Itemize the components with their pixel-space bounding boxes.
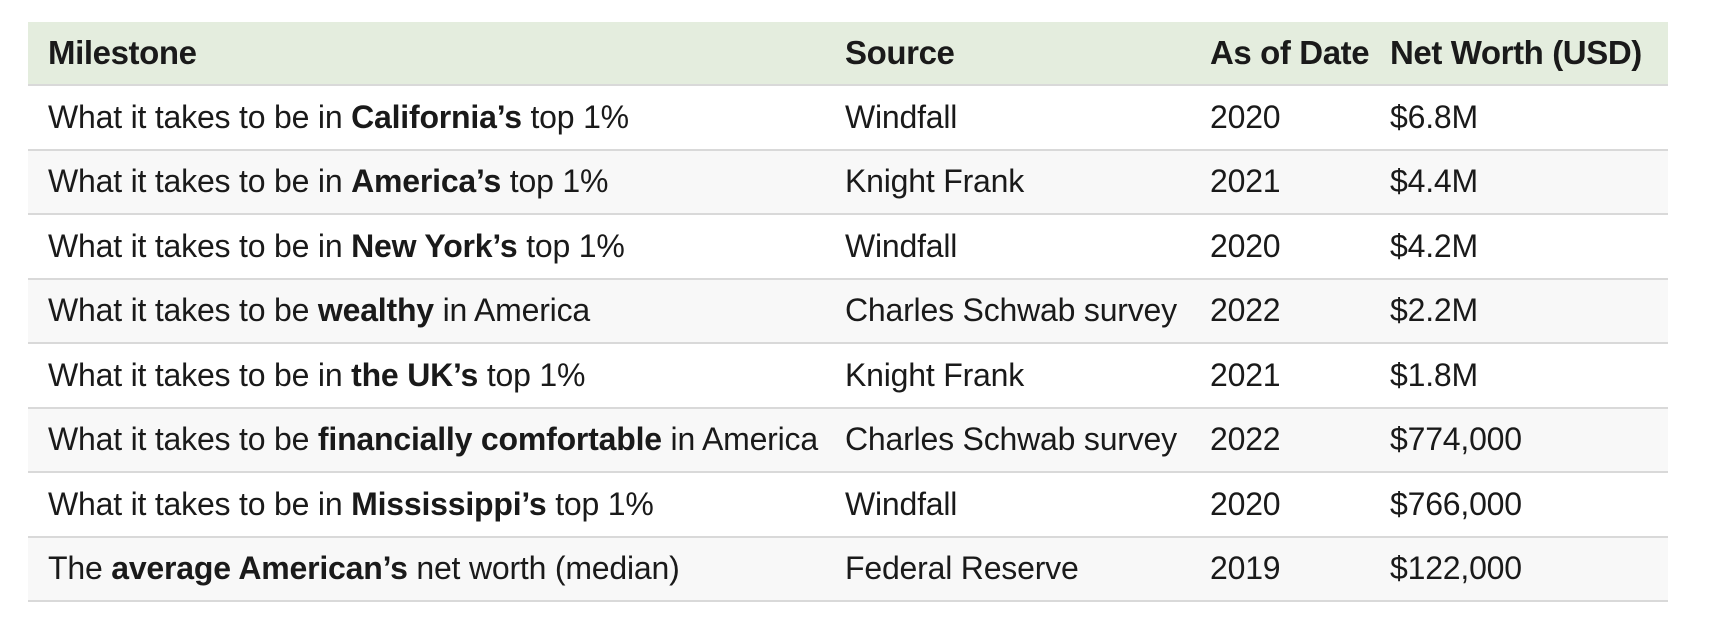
as-of-date-cell: 2022: [1210, 292, 1281, 329]
milestone-text-post: top 1%: [521, 98, 629, 135]
header-row: Milestone Source As of Date Net Worth (U…: [28, 22, 1668, 85]
milestone-text-post: top 1%: [546, 485, 654, 522]
milestone-text-pre: What it takes to be: [48, 292, 318, 329]
net-worth-cell: $122,000: [1390, 550, 1522, 587]
milestone-text-bold: the UK’s: [351, 356, 479, 393]
header-source: Source: [845, 34, 955, 71]
table-row: What it takes to be wealthy in America C…: [28, 278, 1668, 344]
net-worth-cell: $2.2M: [1390, 292, 1478, 329]
milestone-cell: What it takes to be in America’s top 1%: [28, 150, 845, 215]
milestone-text-post: in America: [661, 421, 819, 458]
source-cell: Charles Schwab survey: [845, 292, 1177, 329]
as-of-date-cell: 2019: [1210, 550, 1281, 587]
table-row: What it takes to be financially comforta…: [28, 407, 1668, 473]
milestone-cell: The average American’s net worth (median…: [28, 537, 845, 602]
table-row: What it takes to be in the UK’s top 1% K…: [28, 343, 1668, 408]
milestone-text-pre: The: [48, 550, 112, 587]
milestone-text-post: net worth (median): [407, 550, 680, 587]
table-row: What it takes to be in New York’s top 1%…: [28, 214, 1668, 279]
table-row: What it takes to be in America’s top 1% …: [28, 149, 1668, 215]
page: Milestone Source As of Date Net Worth (U…: [28, 22, 1668, 602]
as-of-date-cell: 2021: [1210, 163, 1281, 200]
milestone-text-post: top 1%: [501, 163, 609, 200]
header-milestone: Milestone: [48, 34, 197, 71]
milestone-text-pre: What it takes to be in: [48, 98, 352, 135]
net-worth-cell: $6.8M: [1390, 98, 1478, 135]
as-of-date-cell: 2020: [1210, 227, 1281, 264]
net-worth-cell: $4.2M: [1390, 227, 1478, 264]
as-of-date-cell: 2021: [1210, 356, 1281, 393]
milestone-cell: What it takes to be in the UK’s top 1%: [28, 343, 845, 408]
milestone-text-pre: What it takes to be in: [48, 356, 352, 393]
milestone-text-pre: What it takes to be: [48, 421, 318, 458]
milestone-text-bold: California’s: [351, 98, 522, 135]
net-worth-cell: $4.4M: [1390, 163, 1478, 200]
as-of-date-cell: 2020: [1210, 485, 1281, 522]
milestone-text-bold: financially comfortable: [317, 421, 662, 458]
source-cell: Windfall: [845, 227, 958, 264]
milestone-text-post: top 1%: [517, 227, 625, 264]
net-worth-table: Milestone Source As of Date Net Worth (U…: [28, 22, 1668, 602]
table-row: What it takes to be in Mississippi’s top…: [28, 472, 1668, 537]
net-worth-cell: $766,000: [1390, 485, 1522, 522]
as-of-date-cell: 2020: [1210, 98, 1281, 135]
milestone-text-bold: wealthy: [317, 292, 434, 329]
milestone-text-bold: average American’s: [111, 550, 408, 587]
table-row: The average American’s net worth (median…: [28, 536, 1668, 602]
milestone-text-pre: What it takes to be in: [48, 485, 352, 522]
table-row: What it takes to be in California’s top …: [28, 85, 1668, 150]
source-cell: Knight Frank: [845, 163, 1025, 200]
milestone-text-bold: Mississippi’s: [351, 485, 547, 522]
header-net-worth: Net Worth (USD): [1390, 34, 1642, 71]
source-cell: Charles Schwab survey: [845, 421, 1177, 458]
milestone-cell: What it takes to be in Mississippi’s top…: [28, 472, 845, 537]
milestone-text-bold: New York’s: [351, 227, 518, 264]
milestone-cell: What it takes to be in New York’s top 1%: [28, 214, 845, 279]
milestone-text-pre: What it takes to be in: [48, 227, 352, 264]
milestone-text-pre: What it takes to be in: [48, 163, 352, 200]
net-worth-cell: $1.8M: [1390, 356, 1478, 393]
milestone-text-post: top 1%: [478, 356, 586, 393]
net-worth-cell: $774,000: [1390, 421, 1522, 458]
milestone-cell: What it takes to be in California’s top …: [28, 85, 845, 150]
source-cell: Knight Frank: [845, 356, 1025, 393]
milestone-text-post: in America: [433, 292, 591, 329]
milestone-cell: What it takes to be financially comforta…: [28, 408, 845, 473]
as-of-date-cell: 2022: [1210, 421, 1281, 458]
header-as-of-date: As of Date: [1210, 34, 1370, 71]
source-cell: Windfall: [845, 485, 958, 522]
source-cell: Windfall: [845, 98, 958, 135]
source-cell: Federal Reserve: [845, 550, 1079, 587]
milestone-cell: What it takes to be wealthy in America: [28, 279, 845, 344]
milestone-text-bold: America’s: [351, 163, 502, 200]
